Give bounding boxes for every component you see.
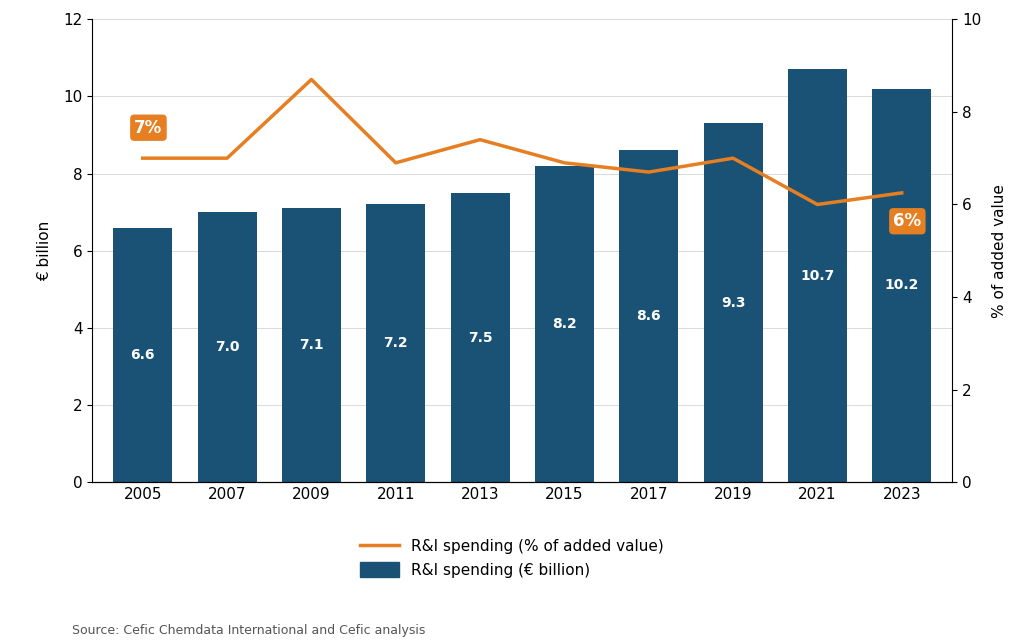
Bar	[114, 228, 172, 482]
Bar	[872, 89, 931, 482]
Text: 10.2: 10.2	[885, 278, 919, 293]
Text: 7.5: 7.5	[468, 331, 493, 345]
Text: 7.1: 7.1	[299, 338, 324, 352]
Text: 7.0: 7.0	[215, 340, 240, 354]
Bar	[198, 212, 257, 482]
Bar	[787, 69, 847, 482]
Text: 9.3: 9.3	[721, 296, 745, 310]
Bar	[535, 166, 594, 482]
Bar	[703, 123, 763, 482]
Y-axis label: € billion: € billion	[37, 221, 52, 281]
Bar	[451, 193, 510, 482]
Y-axis label: % of added value: % of added value	[992, 184, 1008, 318]
Text: 8.2: 8.2	[552, 317, 577, 331]
Text: 10.7: 10.7	[801, 269, 835, 283]
Text: 6%: 6%	[893, 212, 922, 230]
Text: 8.6: 8.6	[637, 309, 662, 323]
Text: 6.6: 6.6	[130, 348, 155, 362]
Text: Source: Cefic Chemdata International and Cefic analysis: Source: Cefic Chemdata International and…	[72, 624, 425, 637]
Legend: R&I spending (% of added value), R&I spending (€ billion): R&I spending (% of added value), R&I spe…	[354, 532, 670, 584]
Bar	[367, 204, 425, 482]
Text: 7.2: 7.2	[383, 336, 408, 350]
Bar	[282, 208, 341, 482]
Text: 7%: 7%	[134, 119, 163, 137]
Bar	[620, 150, 678, 482]
